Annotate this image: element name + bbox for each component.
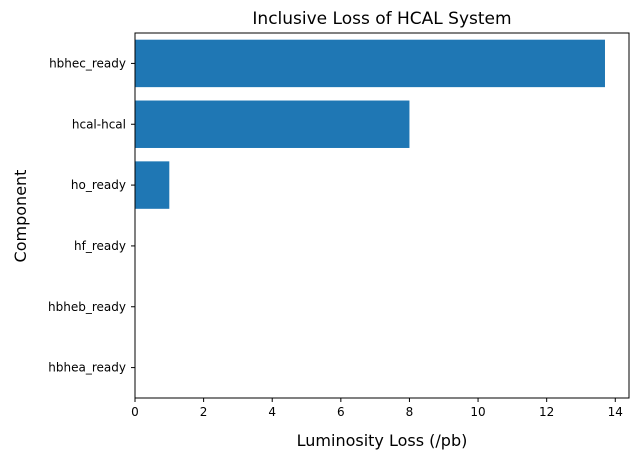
y-tick-label: hf_ready: [74, 239, 126, 253]
y-tick-label: hcal-hcal: [72, 117, 126, 131]
bar-hbhec-ready: [135, 39, 605, 88]
bar-hcal-hcal: [135, 100, 410, 148]
plot-frame: [134, 32, 630, 399]
chart-title: Inclusive Loss of HCAL System: [252, 9, 511, 29]
x-axis-label: Luminosity Loss (/pb): [297, 431, 468, 450]
y-tick-label: hbhea_ready: [48, 361, 126, 375]
x-tick-label: 4: [268, 405, 276, 419]
y-axis-ticks: hbhea_ready hbheb_ready hf_ready ho_ready hc…: [48, 56, 135, 375]
x-tick-label: 12: [539, 405, 554, 419]
x-tick-label: 2: [200, 405, 208, 419]
y-tick-label: ho_ready: [71, 178, 126, 192]
bars-group: [135, 39, 605, 209]
x-tick-label: 14: [608, 405, 623, 419]
x-axis-ticks: 0 2 4 6 8 10 12 14: [131, 398, 623, 419]
x-tick-label: 10: [470, 405, 485, 419]
x-tick-label: 0: [131, 405, 139, 419]
y-tick-label: hbheb_ready: [48, 300, 126, 314]
x-tick-label: 8: [406, 405, 414, 419]
x-tick-label: 6: [337, 405, 345, 419]
bar-ho-ready: [135, 161, 170, 209]
y-tick-label: hbhec_ready: [49, 56, 126, 70]
y-axis-label: Component: [11, 170, 30, 263]
